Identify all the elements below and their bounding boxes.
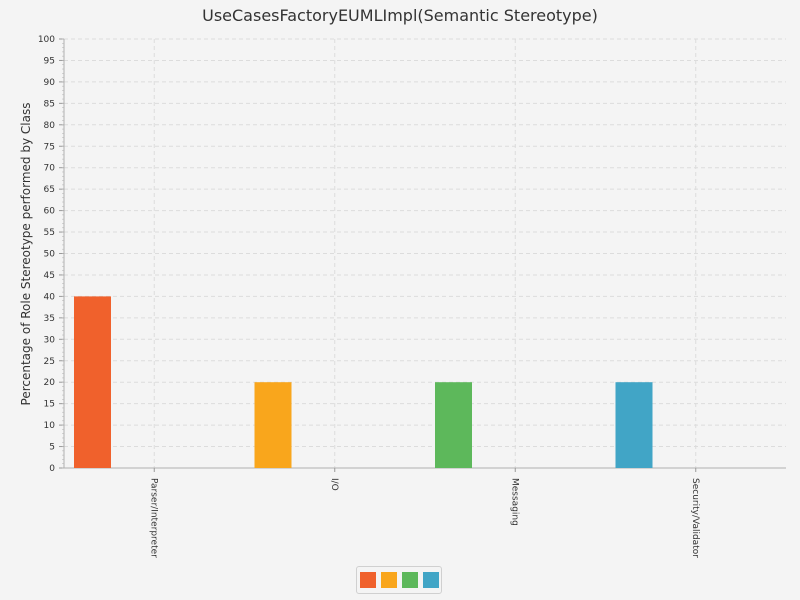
y-tick-label: 15 — [44, 400, 55, 410]
legend-swatch — [422, 572, 439, 588]
y-tick-label: 25 — [44, 357, 55, 367]
y-tick-label: 0 — [49, 464, 55, 474]
y-tick-label: 85 — [44, 99, 55, 109]
y-tick-label: 10 — [44, 421, 56, 431]
legend-swatch — [401, 572, 418, 588]
y-tick-label: 35 — [44, 314, 55, 324]
bar — [74, 296, 111, 468]
y-tick-label: 20 — [44, 378, 56, 388]
y-tick-label: 65 — [44, 185, 55, 195]
bar — [435, 382, 472, 468]
chart-legend — [356, 566, 442, 594]
y-tick-label: 60 — [44, 207, 56, 217]
legend-swatch — [380, 572, 397, 588]
y-tick-label: 55 — [44, 228, 55, 238]
x-tick-label: Security/Validator — [690, 478, 700, 558]
x-tick-label: Messaging — [509, 478, 519, 526]
chart-title: UseCasesFactoryEUMLImpl(Semantic Stereot… — [202, 6, 598, 25]
y-tick-label: 100 — [38, 35, 55, 45]
y-tick-label: 95 — [44, 56, 55, 66]
y-tick-label: 75 — [44, 142, 55, 152]
y-tick-label: 80 — [44, 121, 56, 131]
bar — [615, 382, 653, 468]
y-tick-label: 30 — [44, 335, 56, 345]
x-tick-label: I/O — [329, 478, 339, 491]
y-tick-label: 90 — [44, 78, 56, 88]
bar — [254, 382, 292, 468]
legend-swatch — [359, 572, 376, 588]
x-tick-label: Parser/Interpreter — [148, 478, 158, 558]
y-tick-label: 50 — [44, 250, 56, 260]
y-tick-label: 45 — [44, 271, 55, 281]
y-tick-label: 5 — [49, 443, 55, 453]
y-tick-label: 70 — [44, 164, 56, 174]
y-tick-label: 40 — [44, 292, 56, 302]
